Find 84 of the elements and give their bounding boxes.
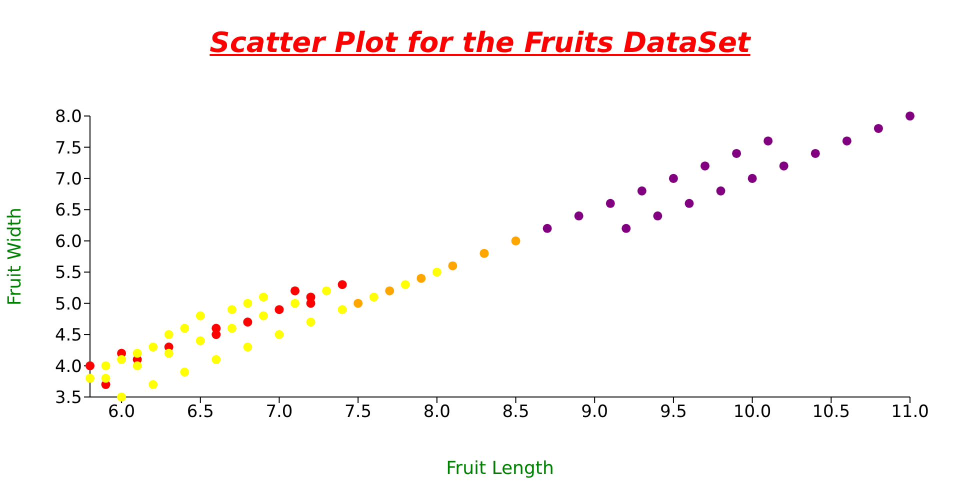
x-axis-title: Fruit Length	[446, 458, 554, 479]
point	[132, 361, 142, 370]
point	[132, 348, 142, 358]
point	[227, 305, 236, 314]
x-tick-label: 6.0	[108, 402, 136, 422]
point	[180, 368, 190, 377]
point	[905, 111, 915, 121]
x-tick-label: 10.0	[733, 402, 772, 422]
point	[164, 330, 174, 340]
x-tick-label: 9.5	[660, 402, 687, 422]
x-tick-label: 6.5	[186, 402, 214, 422]
point	[748, 174, 757, 183]
point	[148, 380, 158, 390]
point	[258, 311, 268, 320]
y-tick-label: 7.0	[54, 169, 82, 190]
point	[653, 211, 662, 220]
y-tick-label: 6.0	[54, 232, 82, 252]
x-tick-label: 7.0	[266, 402, 293, 422]
point	[290, 286, 300, 296]
point	[117, 392, 126, 402]
point	[338, 280, 347, 290]
y-axis-title: Fruit Width	[4, 208, 26, 306]
point	[322, 286, 332, 296]
point	[385, 286, 394, 296]
point	[290, 298, 300, 308]
point	[874, 124, 883, 133]
x-tick-label: 11.0	[891, 402, 929, 422]
point	[416, 274, 426, 283]
x-tick-label: 8.5	[502, 402, 530, 422]
point	[480, 248, 489, 258]
point	[448, 261, 458, 270]
point	[684, 198, 694, 208]
point	[164, 348, 174, 358]
y-tick-label: 5.0	[54, 294, 82, 314]
point	[227, 324, 236, 333]
point	[542, 224, 552, 233]
point	[212, 330, 221, 340]
point	[196, 311, 205, 320]
point	[85, 361, 95, 370]
point	[369, 292, 378, 302]
point	[400, 280, 410, 290]
y-tick-label: 4.5	[54, 326, 82, 346]
y-tick-label: 7.5	[54, 138, 82, 158]
point	[716, 186, 726, 196]
point	[212, 355, 221, 364]
point	[148, 342, 158, 352]
point	[764, 136, 773, 146]
point	[574, 211, 584, 220]
point	[306, 318, 316, 327]
x-tick-label: 10.5	[812, 402, 850, 422]
point	[779, 161, 788, 170]
y-tick-label: 4.0	[54, 356, 82, 377]
point	[700, 161, 710, 170]
y-tick-label: 5.5	[54, 263, 82, 284]
point	[606, 198, 615, 208]
x-tick-label: 7.5	[344, 402, 372, 422]
point	[117, 355, 126, 364]
point	[101, 374, 110, 383]
point	[810, 148, 820, 158]
point	[243, 318, 252, 327]
x-tick-label: 9.0	[581, 402, 608, 422]
point	[274, 305, 284, 314]
point	[432, 268, 442, 277]
point	[842, 136, 852, 146]
y-tick-label: 3.5	[54, 388, 82, 408]
point	[243, 298, 252, 308]
point	[511, 236, 520, 246]
point	[637, 186, 646, 196]
point	[243, 342, 252, 352]
point	[732, 148, 742, 158]
point	[274, 330, 284, 340]
point	[338, 305, 347, 314]
y-tick-label: 6.5	[54, 200, 82, 221]
point	[622, 224, 631, 233]
x-tick-label: 8.0	[423, 402, 450, 422]
y-tick-label: 8.0	[54, 107, 82, 128]
chart-title: Scatter Plot for the Fruits DataSet	[208, 26, 752, 59]
point	[196, 336, 205, 346]
point	[101, 361, 110, 370]
point	[668, 174, 678, 183]
point	[258, 292, 268, 302]
point	[85, 374, 95, 383]
point	[180, 324, 190, 333]
point	[354, 298, 363, 308]
